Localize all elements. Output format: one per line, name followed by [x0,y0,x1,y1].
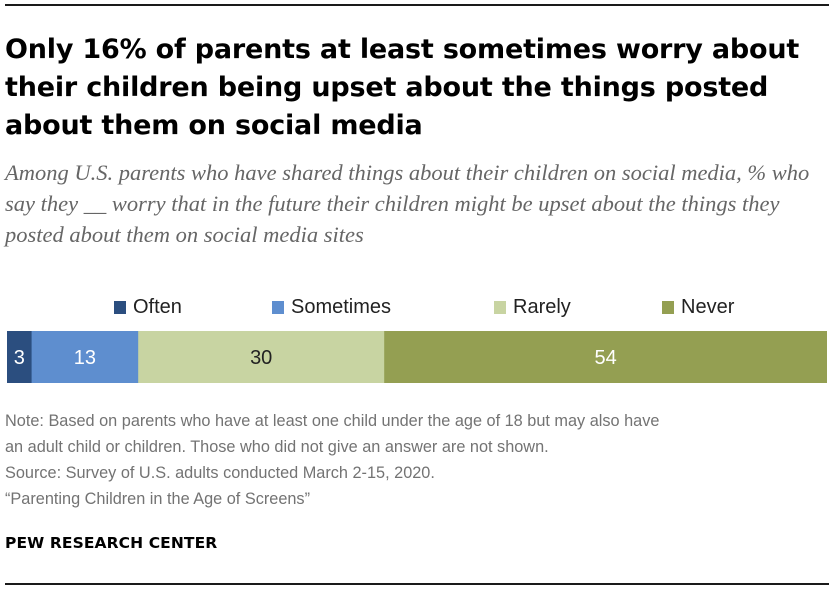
note-line-1: Note: Based on parents who have at least… [5,412,660,430]
bottom-rule [5,583,829,585]
bar-segment-often [7,331,33,383]
chart-notes: Note: Based on parents who have at least… [5,408,835,512]
stacked-bar-chart: 3 13 30 54 [7,331,827,383]
legend-swatch-rarely [494,300,506,314]
report-title-line: “Parenting Children in the Age of Screen… [5,490,310,508]
note-line-2: an adult child or children. Those who di… [5,438,549,456]
legend-label-often: Often [133,295,182,318]
chart-subtitle: Among U.S. parents who have shared thing… [5,160,810,247]
bar-segment-rarely [138,331,385,383]
legend-label-rarely: Rarely [513,295,571,318]
data-label-never: 54 [594,347,616,369]
bar-segment-sometimes [31,331,139,383]
data-label-often: 3 [14,347,25,369]
legend-swatch-never [662,300,674,314]
stacked-bar-svg: 3 13 30 54 [7,331,827,383]
legend-label-sometimes: Sometimes [291,295,392,318]
legend-item-often: Often [114,294,182,320]
data-label-rarely: 30 [250,347,272,369]
data-label-sometimes: 13 [74,347,96,369]
top-rule [5,4,829,6]
legend-item-never: Never [662,294,734,320]
chart-title: Only 16% of parents at least sometimes w… [5,34,800,141]
legend-swatch-often [114,300,126,314]
legend-item-rarely: Rarely [494,294,571,320]
legend-swatch-sometimes [272,300,284,314]
legend-label-never: Never [681,295,735,318]
legend-item-sometimes: Sometimes [272,294,391,320]
bar-segment-never [384,331,827,383]
pew-research-center-logo: PEW RESEARCH CENTER [5,534,218,552]
source-line: Source: Survey of U.S. adults conducted … [5,464,435,482]
chart-legend: Often Sometimes Rarely Never [0,294,840,320]
